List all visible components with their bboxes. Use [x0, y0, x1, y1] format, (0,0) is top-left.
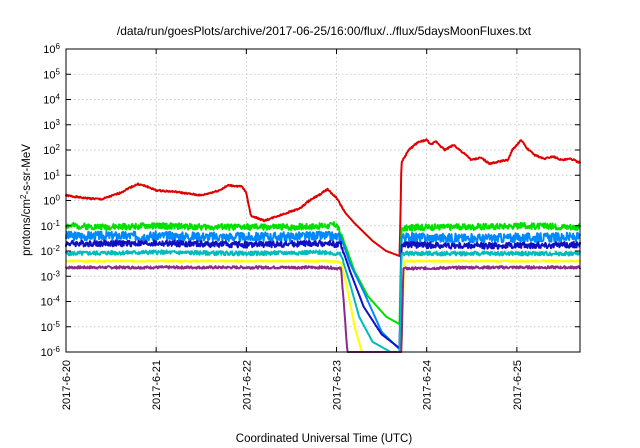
y-tick-label: 10-1	[41, 218, 61, 233]
y-tick-label: 10-3	[41, 269, 61, 284]
series-line-2	[65, 221, 581, 326]
series-line-3	[65, 230, 581, 351]
x-tick-label: 2017-6-24	[422, 360, 434, 410]
y-tick-label: 106	[43, 42, 60, 57]
y-tick-label: 100	[43, 193, 60, 208]
series-line-1	[65, 138, 581, 257]
x-tick-label: 2017-6-25	[512, 360, 524, 410]
grid-lines	[66, 49, 580, 352]
y-tick-label: 10-2	[41, 244, 61, 259]
series-line-4	[65, 239, 581, 350]
series-line-6	[65, 259, 581, 353]
y-tick-label: 102	[43, 143, 60, 158]
y-tick-label: 105	[43, 67, 60, 82]
data-series	[65, 138, 581, 353]
x-tick-label: 2017-6-22	[241, 360, 253, 410]
series-line-5	[65, 249, 581, 353]
y-tick-label: 10-4	[41, 294, 61, 309]
y-tick-label: 104	[43, 92, 60, 107]
y-tick-label: 10-5	[41, 319, 61, 334]
x-tick-label: 2017-6-21	[151, 360, 163, 410]
chart-title: /data/run/goesPlots/archive/2017-06-25/1…	[117, 24, 532, 38]
x-axis-label: Coordinated Universal Time (UTC)	[236, 433, 413, 445]
x-tick-label: 2017-6-23	[332, 360, 344, 410]
y-axis-label: protons/cm2-s-sr-MeV	[19, 144, 34, 256]
x-tick-label: 2017-6-20	[61, 360, 73, 410]
y-tick-label: 101	[43, 168, 60, 183]
y-tick-label: 103	[43, 117, 60, 132]
series-line-7	[65, 265, 581, 353]
x-axis: 2017-6-20 2017-6-21 2017-6-22 2017-6-23 2017…	[61, 49, 524, 410]
y-tick-label: 10-6	[41, 345, 61, 360]
y-axis: 10-6 10-5 10-4 10-3 10-2 10-1 100 101 102 103 104 1…	[41, 42, 580, 360]
